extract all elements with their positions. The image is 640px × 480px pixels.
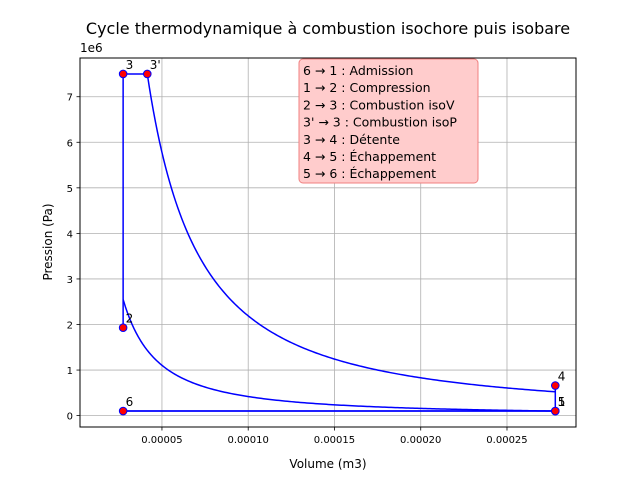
cycle-point-label: 3 (126, 58, 134, 72)
x-tick-label: 0.00010 (228, 435, 269, 446)
y-tick-label: 3 (67, 275, 73, 286)
legend-line: 3 → 4 : Détente (303, 132, 400, 147)
y-tick-label: 6 (67, 138, 73, 149)
cycle-point-label: 4 (558, 370, 566, 384)
legend-line: 3' → 3 : Combustion isoP (303, 115, 457, 130)
y-tick-label: 7 (67, 93, 73, 104)
cycle-point-label: 1 (558, 395, 566, 409)
legend-line: 6 → 1 : Admission (303, 63, 413, 78)
cycle-curves (122, 73, 557, 412)
legend-line: 4 → 5 : Échappement (303, 149, 436, 164)
segment-detente (146, 73, 556, 393)
legend-lines: 6 → 1 : Admission 1 → 2 : Compression 2 → … (303, 63, 457, 181)
cycle-point-marker (118, 406, 128, 416)
plot-frame (79, 57, 577, 428)
legend-box: 6 → 1 : Admission 1 → 2 : Compression 2 → … (298, 58, 479, 184)
cycle-point-label: 5 (558, 395, 566, 409)
cycle-point-marker (118, 323, 128, 332)
point-labels: 1 2 3 3' 4 5 6 (126, 58, 566, 409)
y-axis-label: Pression (Pa) (41, 203, 55, 280)
legend-line: 5 → 6 : Échappement (303, 166, 436, 181)
cycle-point-marker (550, 406, 560, 416)
x-axis-label: Volume (m3) (289, 457, 366, 471)
y-tick-label: 2 (67, 321, 73, 332)
cycle-markers (118, 69, 560, 416)
x-tick-label: 0.00020 (400, 435, 441, 446)
y-tick-label: 0 (67, 412, 73, 423)
x-tick-label: 0.00025 (486, 435, 527, 446)
cycle-point-label: 6 (126, 395, 134, 409)
legend-line: 1 → 2 : Compression (303, 80, 431, 95)
legend-line: 2 → 3 : Combustion isoV (303, 97, 455, 112)
x-tick-label: 0.00015 (314, 435, 355, 446)
y-axis-offset-label: 1e6 (80, 41, 103, 55)
chart-title: Cycle thermodynamique à combustion isoch… (86, 19, 570, 38)
y-axis-ticks: 0 1 2 3 4 5 6 7 (67, 93, 80, 423)
cycle-point-marker (550, 381, 560, 390)
cycle-point-label: 2 (126, 312, 134, 326)
cycle-point-label: 3' (150, 58, 161, 72)
cycle-point-marker (118, 69, 128, 79)
x-axis-ticks: 0.00005 0.00010 0.00015 0.00020 0.00025 (141, 427, 528, 446)
legend-background (298, 58, 479, 184)
x-tick-label: 0.00005 (141, 435, 182, 446)
cycle-point-marker (142, 69, 152, 79)
segment-compression (122, 299, 556, 412)
y-tick-label: 4 (67, 229, 73, 240)
y-tick-label: 1 (67, 366, 73, 377)
y-tick-label: 5 (67, 184, 73, 195)
